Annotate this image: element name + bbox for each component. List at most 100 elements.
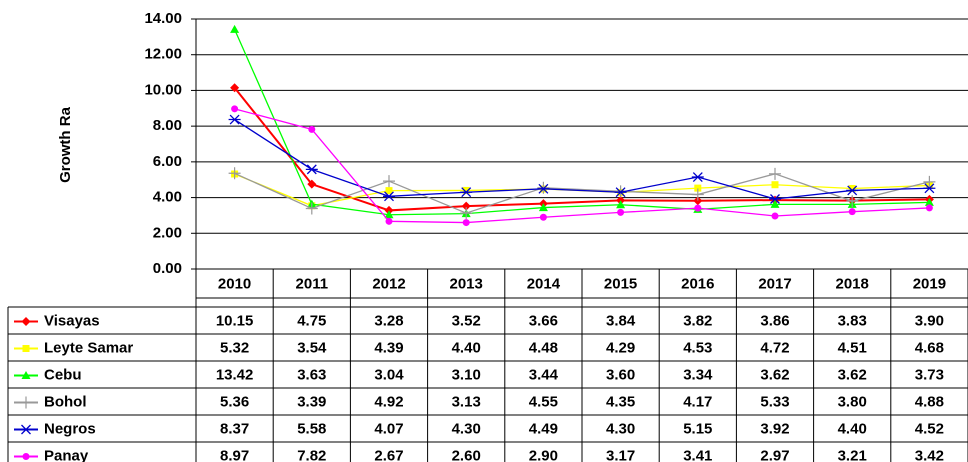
marker: [693, 196, 703, 206]
table-value: 13.42: [216, 366, 254, 383]
legend-label: Leyte Samar: [44, 339, 133, 356]
marker: [462, 186, 470, 194]
table-value: 3.83: [838, 312, 867, 329]
marker: [383, 191, 395, 202]
table-value: 3.54: [297, 339, 327, 356]
marker: [21, 371, 31, 379]
marker: [846, 195, 859, 208]
marker: [460, 187, 473, 198]
marker: [383, 175, 395, 188]
table-value: 4.07: [374, 420, 403, 437]
series-line: [234, 118, 930, 200]
table-value: 3.62: [838, 366, 867, 383]
marker: [769, 194, 781, 204]
table-value: 3.60: [606, 366, 635, 383]
table-value: 4.53: [683, 339, 712, 356]
x-tick-label: 2013: [450, 275, 483, 292]
table-value: 4.40: [838, 420, 867, 437]
legend-label: Panay: [44, 447, 89, 462]
table-value: 3.63: [297, 366, 326, 383]
x-tick-label: 2015: [604, 275, 637, 292]
table-value: 3.84: [606, 312, 636, 329]
table-value: 4.72: [760, 339, 789, 356]
marker: [385, 217, 393, 225]
x-tick-label: 2017: [758, 275, 791, 292]
table-value: 3.52: [452, 312, 481, 329]
y-tick-label: 14.00: [144, 10, 182, 27]
table-value: 3.10: [452, 366, 481, 383]
table-value: 5.32: [220, 339, 249, 356]
legend-label: Cebu: [44, 366, 82, 383]
marker: [846, 185, 859, 196]
marker: [22, 345, 30, 352]
marker: [538, 203, 548, 212]
y-tick-label: 4.00: [153, 189, 182, 206]
table-value: 8.37: [220, 420, 249, 437]
marker: [923, 183, 936, 194]
table-value: 7.82: [297, 447, 326, 462]
marker: [616, 200, 626, 209]
table-value: 4.92: [374, 393, 403, 410]
y-tick-label: 12.00: [144, 46, 182, 63]
table-value: 3.41: [683, 447, 712, 462]
marker: [694, 184, 702, 192]
table-value: 5.33: [760, 393, 789, 410]
table-value: 3.80: [838, 393, 867, 410]
table-value: 3.04: [374, 366, 404, 383]
marker: [21, 317, 31, 326]
marker: [385, 187, 393, 195]
marker: [20, 396, 32, 409]
y-tick-label: 6.00: [153, 153, 182, 170]
y-tick-label: 8.00: [153, 117, 182, 134]
marker: [924, 197, 934, 206]
series-line: [234, 108, 930, 224]
marker: [537, 183, 550, 194]
marker: [848, 208, 856, 216]
marker: [462, 219, 470, 227]
marker: [848, 184, 856, 192]
table-value: 2.67: [374, 447, 403, 462]
marker: [770, 199, 780, 208]
table-value: 4.40: [452, 339, 481, 356]
table-value: 3.34: [683, 366, 713, 383]
marker: [539, 213, 547, 221]
table-value: 3.17: [606, 447, 635, 462]
table-value: 4.51: [838, 339, 867, 356]
marker: [228, 167, 241, 180]
legend-label: Visayas: [44, 312, 100, 329]
table-value: 3.13: [452, 393, 481, 410]
table-value: 4.39: [374, 339, 403, 356]
marker: [305, 164, 318, 175]
marker: [460, 207, 473, 220]
table-value: 3.92: [760, 420, 789, 437]
x-tick-label: 2016: [681, 275, 714, 292]
marker: [230, 24, 240, 33]
table-value: 4.17: [683, 393, 712, 410]
x-tick-label: 2019: [913, 275, 946, 292]
table-value: 3.62: [760, 366, 789, 383]
x-tick-label: 2014: [527, 275, 561, 292]
table-value: 2.97: [760, 447, 789, 462]
marker: [771, 212, 779, 220]
series-line: [233, 87, 930, 212]
y-tick-label: 2.00: [153, 224, 182, 241]
table-value: 8.97: [220, 447, 249, 462]
legend-label: Negros: [44, 420, 96, 437]
table-value: 10.15: [216, 312, 254, 329]
marker: [691, 172, 704, 182]
table-value: 2.60: [452, 447, 481, 462]
x-tick-label: 2018: [836, 275, 869, 292]
marker: [307, 179, 317, 189]
marker: [22, 453, 30, 460]
table-value: 3.42: [915, 447, 944, 462]
table-value: 4.30: [452, 420, 481, 437]
marker: [231, 105, 239, 113]
table-value: 3.86: [760, 312, 789, 329]
marker: [923, 175, 936, 188]
marker: [308, 125, 316, 133]
y-tick-label: 0.00: [153, 260, 182, 277]
table-value: 3.28: [374, 312, 403, 329]
marker: [537, 181, 550, 194]
marker: [691, 188, 704, 201]
table-value: 5.15: [683, 420, 712, 437]
